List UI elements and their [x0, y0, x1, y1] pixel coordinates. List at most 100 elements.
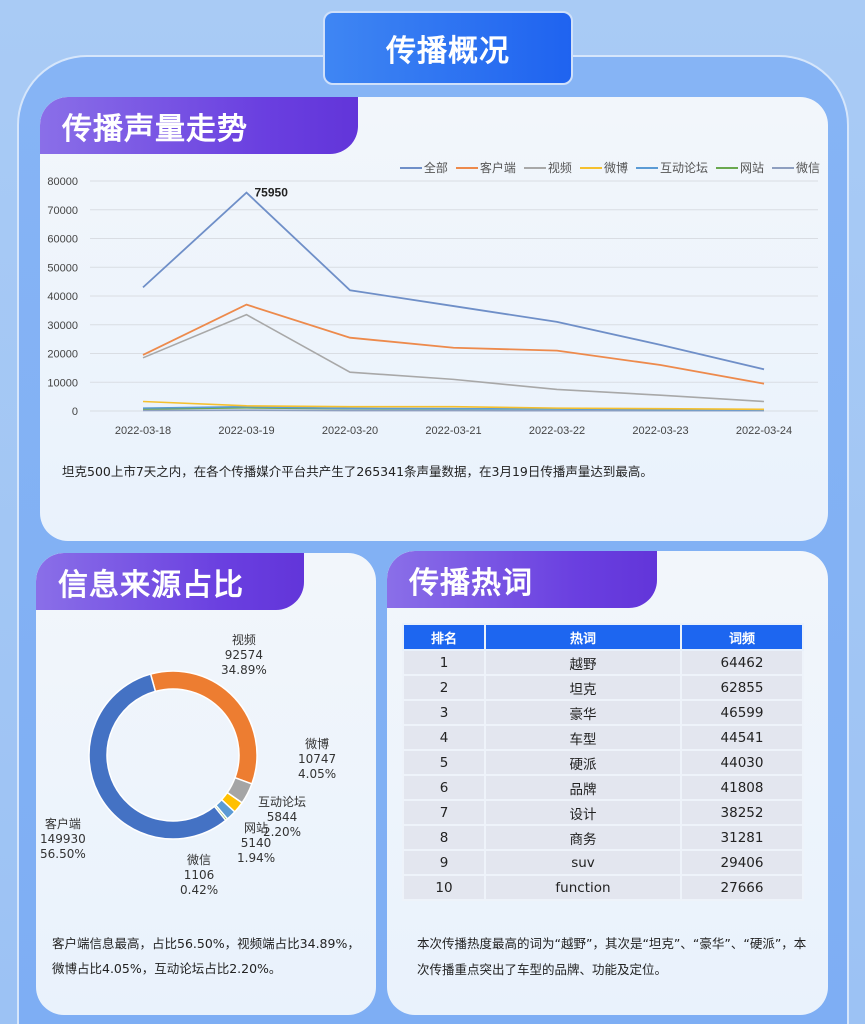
rank-cell: 7 — [402, 799, 486, 826]
x-tick-label: 2022-03-22 — [529, 425, 585, 437]
donut-label-name: 微博 — [305, 737, 330, 751]
y-tick-label: 0 — [72, 406, 78, 418]
donut-label: 网站 5140 1.94% — [237, 821, 275, 866]
y-tick-label: 60000 — [47, 234, 78, 246]
series-line — [142, 409, 764, 412]
donut-label: 微博 10747 4.05% — [298, 737, 336, 782]
hotwords-summary: 本次传播热度最高的词为“越野”，其次是“坦克”、“豪华”、“硬派”，本次传播重点… — [417, 936, 807, 977]
legend-label: 微博 — [603, 161, 628, 175]
legend-line-icon — [715, 166, 738, 169]
table-row: 1 越野 64462 — [402, 649, 804, 676]
chart-legend: 全部 客户端 视频 微博 互动论坛 网站 微信 — [399, 159, 820, 176]
donut-label-name: 互动论坛 — [258, 795, 307, 809]
series-line — [142, 303, 765, 385]
legend-line-icon — [523, 166, 546, 169]
donut-label-pct: 56.50% — [40, 847, 86, 861]
hotwords-card: 传播热词 排名 热词 词频 1 越野 64462 2 坦克 62855 3 豪华 46599 4 车… — [387, 551, 828, 1015]
donut-label-value: 10747 — [298, 752, 337, 766]
header-frequency: 词频 — [680, 623, 804, 651]
series-line — [142, 313, 765, 403]
word-cell: 车型 — [484, 724, 682, 751]
frequency-cell: 44541 — [680, 724, 804, 751]
legend-line-icon — [455, 166, 478, 169]
legend-line-icon — [399, 166, 422, 169]
legend-item: 客户端 — [455, 159, 516, 176]
rank-cell: 8 — [402, 824, 486, 851]
table-row: 3 豪华 46599 — [402, 699, 804, 726]
legend-item: 全部 — [399, 159, 448, 176]
y-tick-label: 40000 — [47, 291, 78, 303]
table-row: 8 商务 31281 — [402, 824, 804, 851]
donut-label-pct: 1.94% — [237, 851, 276, 865]
rank-cell: 6 — [402, 774, 486, 801]
legend-item: 网站 — [715, 159, 764, 176]
x-tick-label: 2022-03-21 — [425, 425, 481, 437]
donut-label: 微信 1106 0.42% — [180, 853, 218, 898]
donut-label-value: 5140 — [240, 836, 272, 850]
frequency-cell: 46599 — [680, 699, 804, 726]
word-cell: 硬派 — [484, 749, 682, 776]
frequency-cell: 62855 — [680, 674, 804, 701]
donut-chart — [88, 670, 258, 840]
donut-slice — [149, 670, 258, 785]
x-tick-label: 2022-03-18 — [115, 425, 171, 437]
frequency-cell: 41808 — [680, 774, 804, 801]
donut-label-pct: 2.20% — [262, 825, 302, 839]
donut-label-value: 1106 — [183, 868, 215, 882]
donut-label-value: 5844 — [266, 810, 298, 824]
trend-title: 传播声量走势 — [40, 97, 358, 154]
hotwords-title: 传播热词 — [387, 551, 657, 608]
legend-label: 网站 — [739, 161, 764, 175]
frequency-cell: 38252 — [680, 799, 804, 826]
rank-cell: 5 — [402, 749, 486, 776]
donut-label-pct: 34.89% — [221, 663, 267, 677]
donut-slice — [88, 673, 227, 840]
word-cell: 设计 — [484, 799, 682, 826]
y-tick-label: 30000 — [47, 320, 78, 332]
peak-annotation: 75950 — [255, 186, 289, 200]
y-tick-label: 50000 — [47, 262, 78, 274]
word-cell: 豪华 — [484, 699, 682, 726]
source-title: 信息来源占比 — [36, 553, 304, 610]
donut-label-pct: 4.05% — [298, 767, 337, 781]
rank-cell: 9 — [402, 849, 486, 876]
legend-label: 微信 — [795, 161, 820, 175]
word-cell: 越野 — [484, 649, 682, 676]
y-tick-label: 20000 — [47, 349, 78, 361]
frequency-cell: 31281 — [680, 824, 804, 851]
source-summary: 客户端信息最高，占比56.50%，视频端占比34.89%，微博占比4.05%，互… — [52, 936, 360, 976]
word-cell: suv — [484, 849, 682, 876]
header-word: 热词 — [484, 623, 682, 651]
donut-label-name: 微信 — [187, 853, 212, 867]
legend-item: 视频 — [523, 159, 572, 176]
donut-label: 互动论坛 5844 2.20% — [258, 795, 306, 840]
donut-label-name: 客户端 — [44, 817, 81, 831]
table-row: 9 suv 29406 — [402, 849, 804, 876]
legend-line-icon — [771, 166, 794, 169]
word-cell: 商务 — [484, 824, 682, 851]
legend-item: 互动论坛 — [635, 159, 708, 176]
donut-label-pct: 0.42% — [180, 883, 219, 897]
rank-cell: 4 — [402, 724, 486, 751]
y-tick-label: 80000 — [47, 176, 78, 188]
donut-label: 视频 92574 34.89% — [221, 633, 267, 678]
series-line — [142, 400, 765, 411]
legend-item: 微信 — [771, 159, 820, 176]
series-line — [142, 191, 765, 371]
hotwords-table: 排名 热词 词频 1 越野 64462 2 坦克 62855 3 豪华 46599 4 车型 4454… — [402, 623, 804, 901]
table-row: 5 硬派 44030 — [402, 749, 804, 776]
x-tick-label: 2022-03-23 — [632, 425, 688, 437]
table-row: 2 坦克 62855 — [402, 674, 804, 701]
table-row: 4 车型 44541 — [402, 724, 804, 751]
donut-label-value: 149930 — [40, 832, 86, 846]
legend-label: 客户端 — [479, 161, 516, 175]
legend-line-icon — [635, 166, 658, 169]
donut-label-name: 网站 — [244, 821, 269, 835]
donut-label-value: 92574 — [224, 648, 263, 662]
x-tick-label: 2022-03-19 — [218, 425, 274, 437]
word-cell: 坦克 — [484, 674, 682, 701]
frequency-cell: 29406 — [680, 849, 804, 876]
table-row: 7 设计 38252 — [402, 799, 804, 826]
legend-label: 全部 — [423, 161, 448, 175]
table-row: 6 品牌 41808 — [402, 774, 804, 801]
